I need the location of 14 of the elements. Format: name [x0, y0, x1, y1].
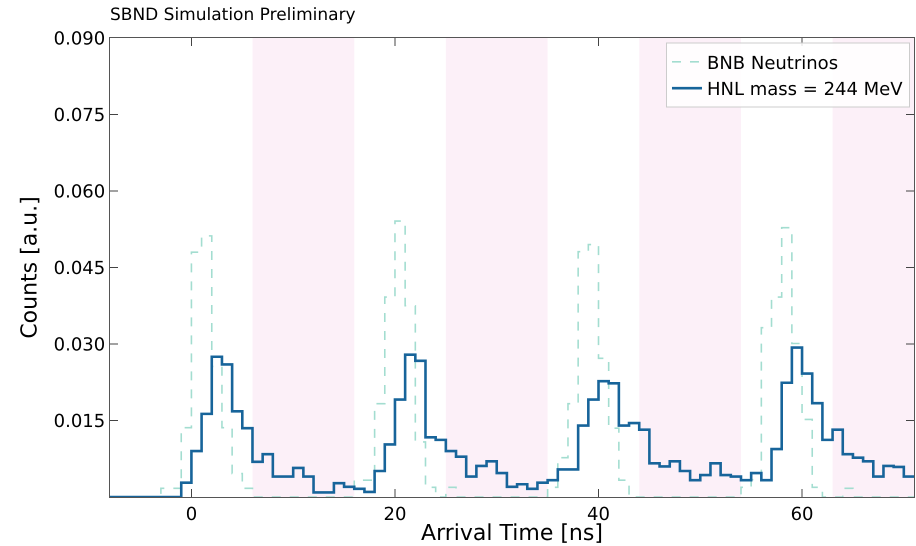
y-tick-label: 0.075	[54, 104, 106, 126]
x-tick-label: 0	[186, 504, 198, 525]
y-tick-label: 0.030	[54, 334, 106, 356]
y-tick-label: 0.015	[54, 410, 106, 432]
y-tick-label: 0.090	[54, 28, 106, 50]
chart-title: SBND Simulation Preliminary	[110, 5, 356, 26]
x-tick-label: 20	[384, 504, 406, 525]
legend-label: HNL mass = 244 MeV	[706, 79, 904, 100]
y-tick-label: 0.045	[54, 258, 106, 279]
legend-label: BNB Neutrinos	[706, 52, 838, 74]
x-tick-label: 60	[790, 504, 814, 525]
y-tick-label: 0.060	[54, 181, 106, 202]
y-axis-title: Counts [a.u.]	[18, 196, 43, 339]
x-axis-title: Arrival Time [ns]	[421, 521, 603, 546]
